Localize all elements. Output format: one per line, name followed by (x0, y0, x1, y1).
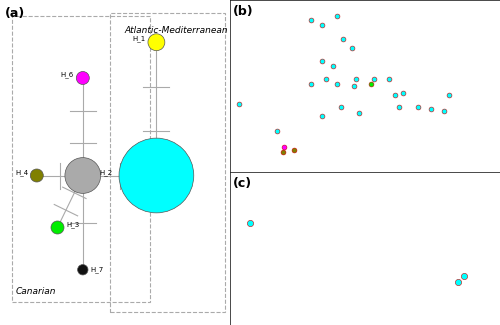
Ellipse shape (76, 72, 90, 84)
Bar (12, 16, 149, 302)
Ellipse shape (30, 169, 44, 182)
Text: H_2: H_2 (99, 169, 112, 176)
Bar (110, 13, 226, 312)
Text: H_4: H_4 (15, 169, 28, 176)
Text: (a): (a) (4, 6, 25, 20)
Ellipse shape (148, 34, 165, 51)
Ellipse shape (51, 221, 64, 234)
Text: (c): (c) (232, 177, 252, 190)
Text: H_1: H_1 (132, 36, 145, 42)
Text: (b): (b) (232, 5, 254, 18)
Text: H_7: H_7 (90, 266, 104, 273)
Text: Canarian: Canarian (16, 287, 56, 296)
Ellipse shape (78, 265, 88, 275)
Ellipse shape (65, 158, 100, 193)
Ellipse shape (119, 138, 194, 213)
Text: H_3: H_3 (66, 221, 80, 228)
Text: H_6: H_6 (61, 72, 74, 78)
Text: Atlantic-Mediterranean: Atlantic-Mediterranean (124, 26, 228, 35)
